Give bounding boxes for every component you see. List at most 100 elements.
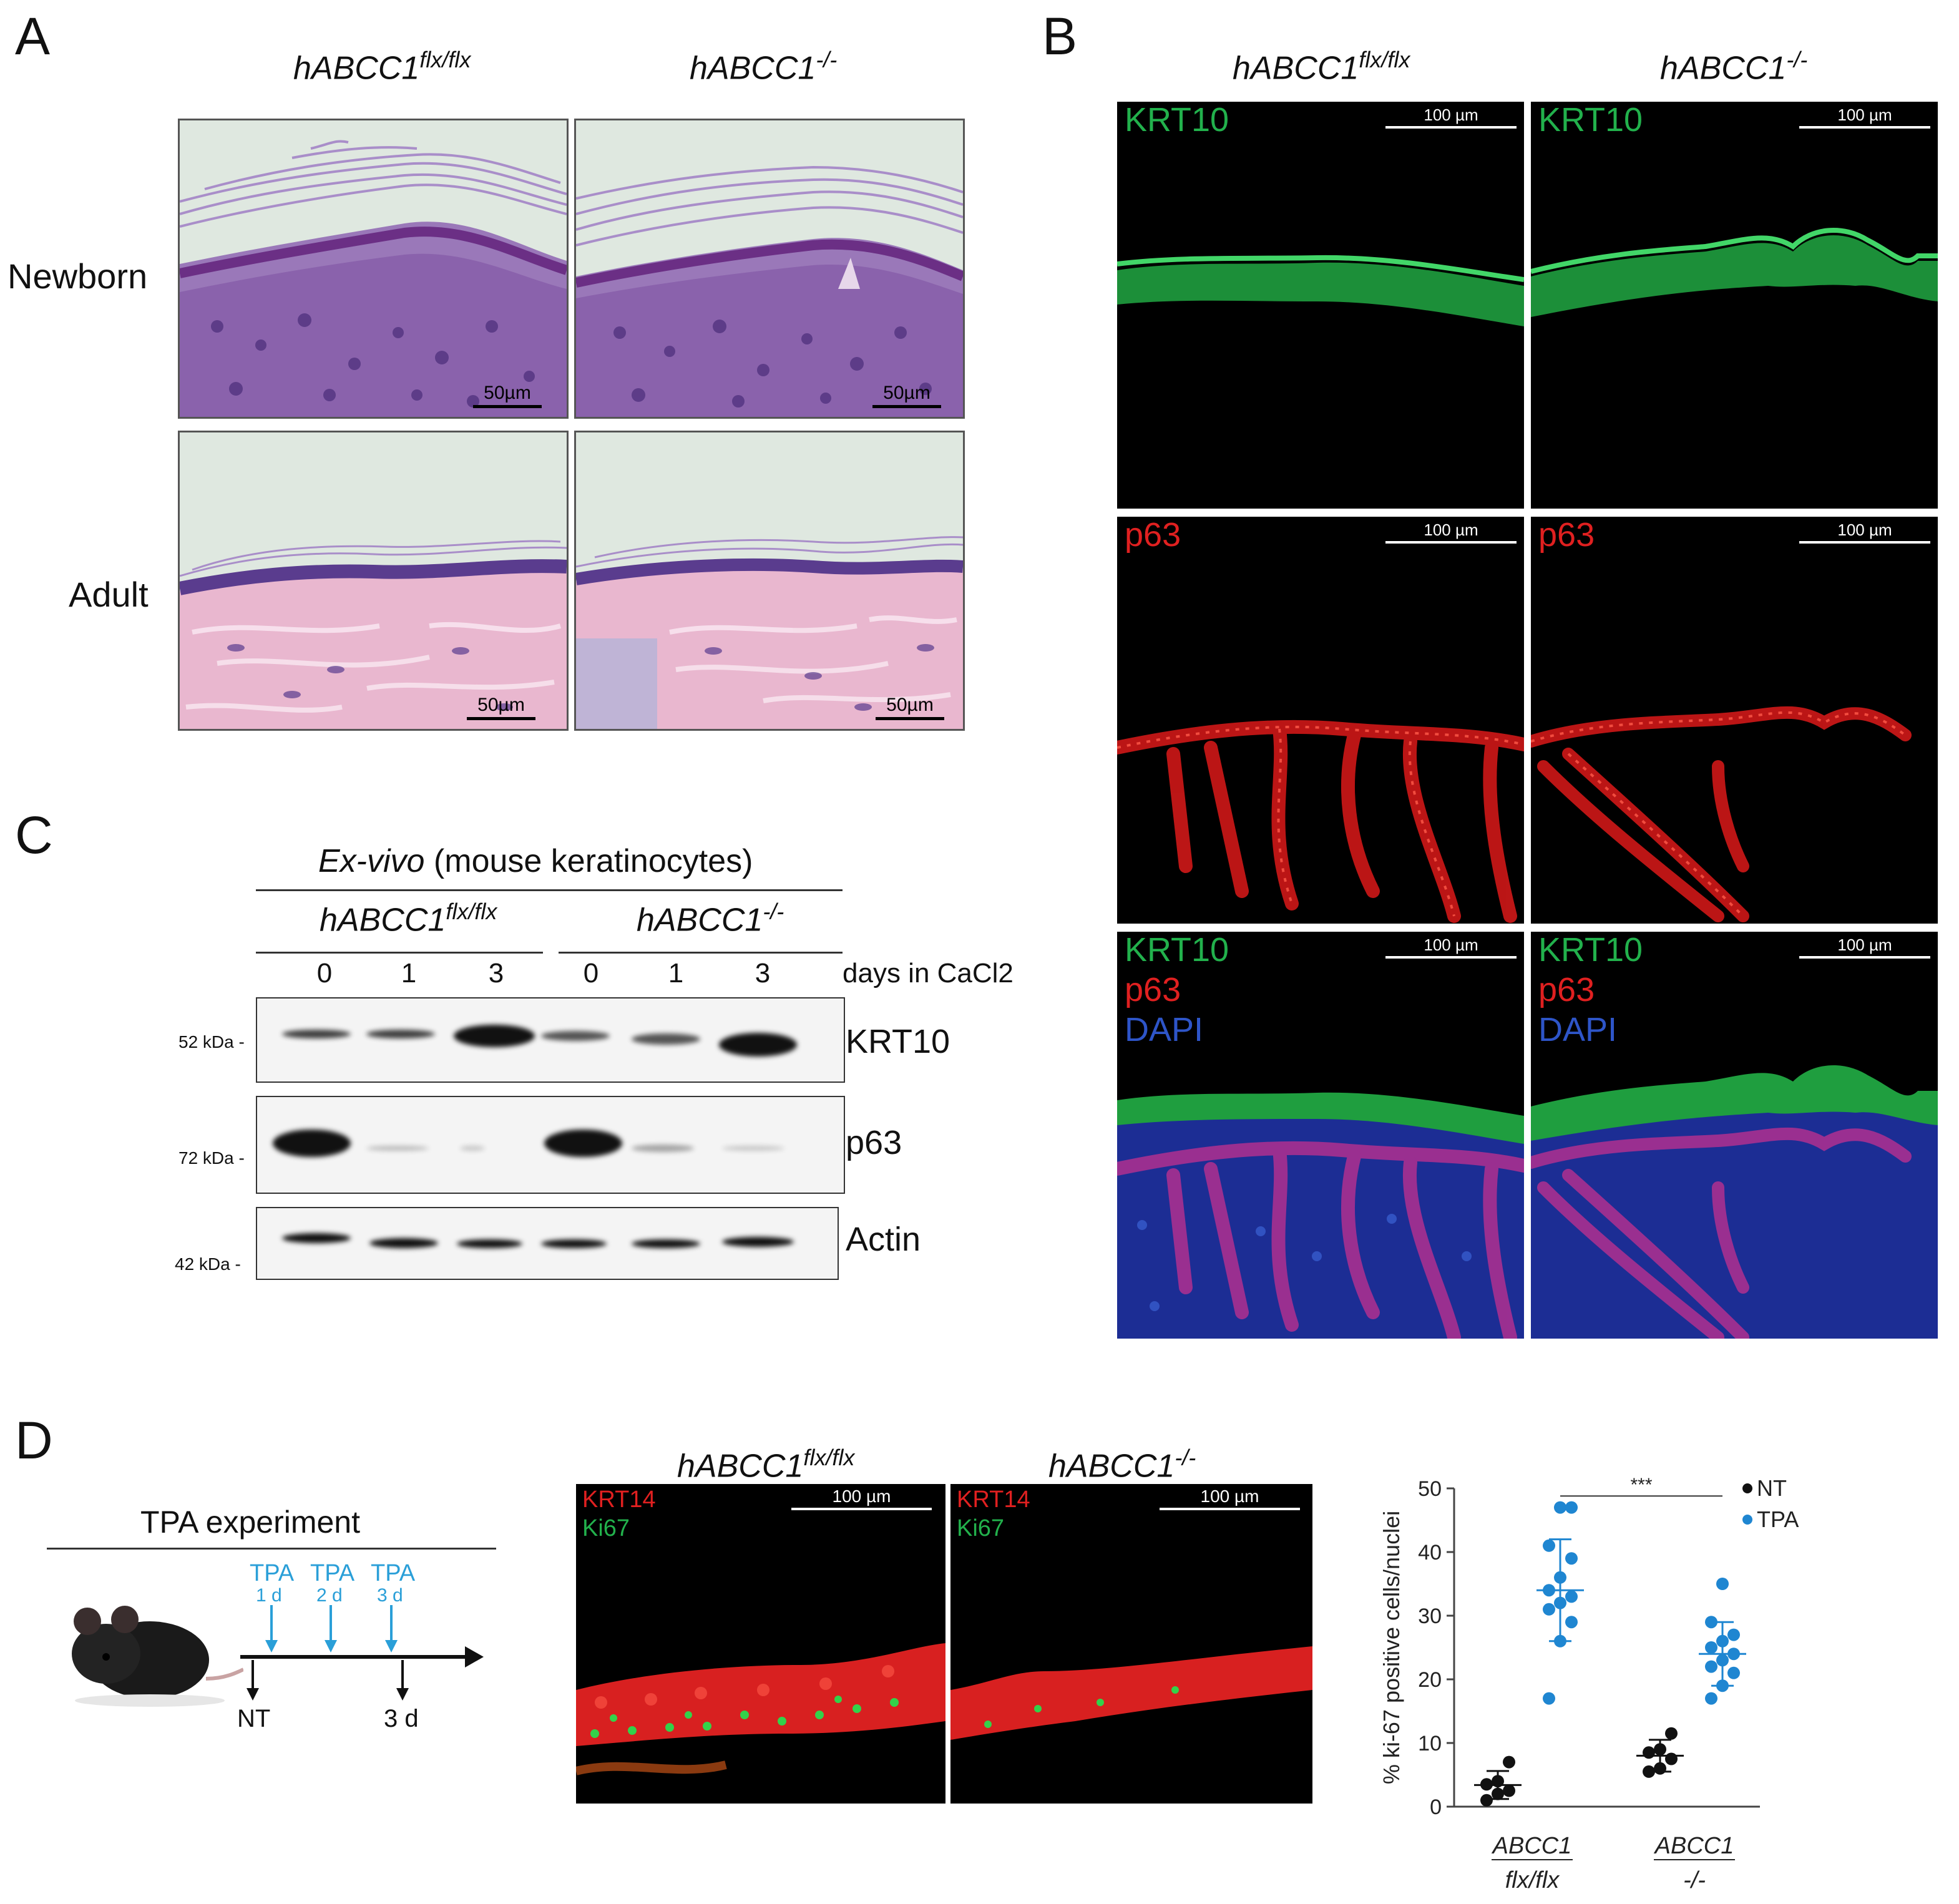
panel-a-letter: A <box>15 7 51 66</box>
label-ki67: Ki67 <box>957 1515 1005 1541</box>
scale-bar-50um: 50µm <box>872 383 941 408</box>
data-point <box>1727 1666 1740 1679</box>
x-category-label: flx/flx <box>1505 1867 1561 1893</box>
histology-adult-flx: 50µm <box>178 431 569 731</box>
mouse-illustration <box>72 1606 243 1707</box>
tpa-schema-rule <box>47 1548 496 1550</box>
data-point <box>1654 1762 1666 1775</box>
scale-bar-100um: 100 µm <box>1385 105 1517 129</box>
panel-c-letter: C <box>15 806 53 864</box>
label-p63: p63 <box>1538 971 1595 1008</box>
lane-axis-label: days in CaCl2 <box>843 958 1014 989</box>
data-point <box>1654 1743 1666 1756</box>
data-point <box>1705 1616 1717 1629</box>
kda-marker: 52 kDa - <box>178 1032 245 1052</box>
lane-label: 1 <box>668 958 684 989</box>
y-tick-label: 0 <box>1430 1795 1442 1819</box>
y-tick-label: 30 <box>1418 1604 1442 1628</box>
label-krt10: KRT10 <box>1125 932 1229 969</box>
data-point <box>1665 1752 1678 1765</box>
if-ki67-ko-image <box>950 1646 1312 1740</box>
label-krt10: KRT10 <box>1538 932 1643 969</box>
data-point <box>1503 1755 1515 1769</box>
x-category-label: ABCC1 <box>1654 1833 1734 1859</box>
data-point <box>1543 1584 1555 1597</box>
data-point <box>1665 1727 1678 1740</box>
panel-c-title: Ex-vivo (mouse keratinocytes) <box>318 843 753 879</box>
if-krt10-ko-image <box>1531 228 1938 317</box>
panel-a-row-adult: Adult <box>69 575 149 614</box>
if-merge-ko: KRT10 p63 DAPI 100 µm <box>1531 932 1938 1339</box>
label-krt10: KRT10 <box>1538 102 1643 139</box>
label-dapi: DAPI <box>1125 1011 1204 1048</box>
tpa-schema-title: TPA experiment <box>140 1505 361 1540</box>
if-merge-ko-image <box>1531 1065 1938 1339</box>
tpa-timeline <box>240 1605 484 1701</box>
lane-label: 1 <box>401 958 417 989</box>
label-p63: p63 <box>1538 517 1595 554</box>
tpa-day-label: 1 d <box>256 1585 282 1606</box>
if-p63-ko-image <box>1531 706 1912 922</box>
scale-bar-50um: 50µm <box>467 695 535 720</box>
blot-label-actin: Actin <box>846 1221 921 1258</box>
data-point <box>1554 1596 1566 1609</box>
blot-label-krt10: KRT10 <box>846 1023 950 1060</box>
label-krt14: KRT14 <box>957 1487 1030 1513</box>
data-point <box>1480 1778 1493 1791</box>
if-p63-flx: p63 100 µm <box>1117 517 1524 924</box>
y-tick-label: 10 <box>1418 1732 1442 1755</box>
if-p63-ko: p63 100 µm <box>1531 517 1938 924</box>
lane-label: 0 <box>583 958 599 989</box>
if-ki67-ko: KRT14 Ki67 100 µm <box>950 1484 1312 1804</box>
lane-label: 3 <box>755 958 771 989</box>
scale-bar-50um: 50µm <box>876 695 944 720</box>
panel-d-geno1: hABCC1flx/flx <box>677 1445 855 1485</box>
histology-adult-flx-image <box>180 432 567 729</box>
panel-b-col2-genotype: hABCC1-/- <box>1660 47 1808 87</box>
end-timepoint-label: 3 d <box>384 1705 419 1732</box>
y-tick-label: 50 <box>1418 1477 1442 1501</box>
label-p63: p63 <box>1125 517 1181 554</box>
scale-bar-100um: 100 µm <box>1799 105 1930 129</box>
panel-c-title-rule <box>256 889 843 891</box>
data-point <box>1554 1634 1566 1648</box>
panel-c-geno2: hABCC1-/- <box>637 899 784 939</box>
data-point <box>1543 1692 1555 1705</box>
scale-bar-100um: 100 µm <box>1160 1487 1300 1510</box>
if-merge-flx: KRT10 p63 DAPI 100 µm <box>1117 932 1524 1339</box>
data-point <box>1543 1539 1555 1552</box>
panel-c-geno1-rule <box>256 952 543 954</box>
if-krt10-ko: KRT10 100 µm <box>1531 102 1938 509</box>
label-krt10: KRT10 <box>1125 102 1229 139</box>
histology-adult-ko: 50µm <box>574 431 965 731</box>
panel-b-col1-genotype: hABCC1flx/flx <box>1233 47 1410 87</box>
ki67-scatter-chart: 0 10 20 30 40 50 % ki-67 positive cells/nuclei… <box>1379 1475 1799 1893</box>
label-krt14: KRT14 <box>582 1487 656 1513</box>
if-ki67-flx: KRT14 Ki67 100 µm <box>576 1484 945 1804</box>
kda-marker: 42 kDa - <box>175 1254 241 1274</box>
label-dapi: DAPI <box>1538 1011 1618 1048</box>
data-point <box>1643 1765 1655 1778</box>
scale-bar-100um: 100 µm <box>1799 520 1930 544</box>
panel-d-geno2: hABCC1-/- <box>1048 1445 1196 1485</box>
tpa-label: TPA <box>250 1560 295 1586</box>
data-point <box>1565 1552 1578 1565</box>
lane-label: 0 <box>316 958 333 989</box>
data-point <box>1565 1590 1578 1603</box>
tpa-label: TPA <box>310 1560 355 1586</box>
data-point <box>1716 1679 1729 1692</box>
data-point <box>1565 1616 1578 1629</box>
histology-newborn-flx: 50µm <box>178 119 569 419</box>
nt-timepoint-label: NT <box>237 1705 271 1732</box>
x-category-label: -/- <box>1683 1867 1706 1893</box>
blot-label-p63: p63 <box>846 1124 902 1161</box>
tpa-day-label: 3 d <box>377 1585 403 1606</box>
significance-label: *** <box>1630 1475 1652 1495</box>
panel-a-col1-genotype: hABCC1flx/flx <box>293 47 471 87</box>
y-tick-label: 40 <box>1418 1541 1442 1565</box>
panel-a-row-newborn: Newborn <box>7 256 148 296</box>
histology-newborn-flx-image <box>180 120 567 417</box>
legend-label: NT <box>1757 1475 1787 1501</box>
if-krt10-flx-image <box>1117 255 1524 326</box>
data-point <box>1554 1501 1566 1514</box>
